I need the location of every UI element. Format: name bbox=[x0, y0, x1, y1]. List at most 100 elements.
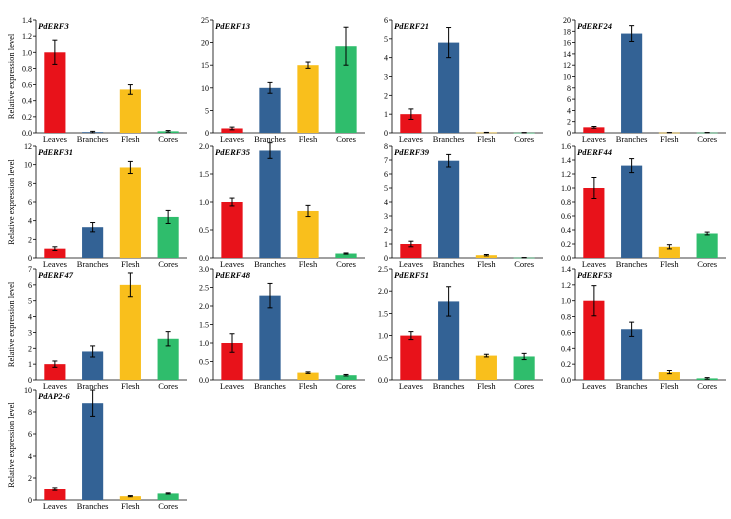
x-tick-label: Flesh bbox=[660, 381, 679, 391]
bar-branches bbox=[621, 33, 643, 134]
y-tick-label: 0.0 bbox=[561, 254, 571, 263]
y-tick-label: 0.0 bbox=[22, 129, 32, 138]
y-tick-label: 1.0 bbox=[22, 48, 32, 57]
y-tick-label: 0.0 bbox=[561, 376, 571, 385]
bar-branches bbox=[621, 165, 643, 258]
x-tick-label: Branches bbox=[616, 134, 648, 144]
panel-title: PdERF21 bbox=[394, 21, 429, 31]
y-tick-label: 0 bbox=[384, 254, 388, 263]
y-axis-label: Relative expression level bbox=[6, 33, 16, 119]
x-tick-label: Leaves bbox=[582, 381, 606, 391]
y-tick-label: 1.4 bbox=[22, 16, 32, 25]
y-tick-label: 6 bbox=[384, 16, 388, 25]
x-tick-label: Branches bbox=[254, 259, 286, 269]
panel-pderf21: 0 1 2 3 4 5 6 Leaves Branches Flesh Cores PdERF21 bbox=[384, 16, 543, 144]
y-tick-label: 15 bbox=[201, 61, 209, 70]
panel-title: PdERF47 bbox=[38, 270, 74, 280]
panel-title: PdERF39 bbox=[394, 147, 430, 157]
y-tick-label: 2.5 bbox=[199, 284, 209, 293]
y-tick-label: 1.5 bbox=[199, 321, 209, 330]
panel-pderf48: 0.0 0.5 1.0 1.5 2.0 2.5 3.0 Leaves Branches Flesh… bbox=[199, 265, 365, 391]
y-tick-label: 1.5 bbox=[378, 309, 388, 318]
bar-flesh bbox=[475, 255, 497, 258]
y-tick-label: 0.6 bbox=[22, 81, 32, 90]
y-tick-label: 18 bbox=[563, 27, 571, 36]
bar-branches bbox=[259, 295, 281, 380]
y-tick-label: 16 bbox=[563, 39, 571, 48]
y-tick-label: 0.8 bbox=[22, 64, 32, 73]
x-tick-label: Cores bbox=[158, 259, 178, 269]
bar-flesh bbox=[119, 89, 141, 133]
x-tick-label: Cores bbox=[336, 134, 356, 144]
x-tick-label: Cores bbox=[514, 259, 534, 269]
panel-title: PdERF24 bbox=[577, 21, 612, 31]
x-tick-label: Leaves bbox=[582, 134, 606, 144]
x-tick-label: Leaves bbox=[582, 259, 606, 269]
x-tick-label: Flesh bbox=[477, 259, 496, 269]
x-tick-label: Flesh bbox=[299, 259, 318, 269]
bar-cores bbox=[696, 233, 718, 258]
y-tick-label: 0.2 bbox=[22, 113, 32, 122]
panel-pderf13: 0 5 10 15 20 25 Leaves Branches Flesh Cores PdERF1… bbox=[201, 16, 365, 144]
x-tick-label: Branches bbox=[77, 501, 109, 511]
panel-pderf44: 0.0 0.2 0.4 0.6 0.8 1.0 1.2 1.4 1.6 Leaves Branche… bbox=[561, 142, 726, 269]
x-tick-label: Cores bbox=[158, 381, 178, 391]
y-tick-label: 2.5 bbox=[378, 265, 388, 274]
y-tick-label: 0.8 bbox=[561, 198, 571, 207]
x-tick-label: Cores bbox=[336, 259, 356, 269]
y-tick-label: 1.2 bbox=[22, 32, 32, 41]
bar-leaves bbox=[221, 202, 243, 258]
y-tick-label: 8 bbox=[28, 408, 32, 417]
x-tick-label: Branches bbox=[433, 381, 465, 391]
y-tick-label: 6 bbox=[384, 170, 388, 179]
panel-title: PdERF48 bbox=[215, 270, 251, 280]
x-tick-label: Leaves bbox=[220, 259, 244, 269]
y-tick-label: 6 bbox=[28, 198, 32, 207]
bar-cores bbox=[157, 493, 179, 500]
panel-pderf35: 0.0 0.5 1.0 1.5 2.0 Leaves Branches Flesh Cores P… bbox=[199, 142, 365, 269]
x-tick-label: Cores bbox=[697, 259, 717, 269]
y-tick-label: 10 bbox=[563, 73, 571, 82]
bar-leaves bbox=[400, 244, 422, 258]
y-tick-label: 1.2 bbox=[561, 170, 571, 179]
y-tick-label: 0 bbox=[384, 129, 388, 138]
y-tick-label: 0.2 bbox=[561, 360, 571, 369]
y-tick-label: 3 bbox=[28, 328, 32, 337]
bar-cores bbox=[157, 216, 179, 258]
y-tick-label: 0 bbox=[567, 129, 571, 138]
y-tick-label: 1.4 bbox=[561, 265, 571, 274]
y-tick-label: 5 bbox=[384, 184, 388, 193]
x-tick-label: Branches bbox=[254, 381, 286, 391]
bar-flesh bbox=[297, 65, 319, 133]
y-tick-label: 25 bbox=[201, 16, 209, 25]
bar-cores bbox=[335, 253, 357, 258]
bar-cores bbox=[335, 375, 357, 380]
y-tick-label: 0.4 bbox=[561, 226, 571, 235]
y-tick-label: 20 bbox=[563, 16, 571, 25]
panel-pderf39: 0 1 2 3 4 5 6 7 8 Leaves Branches Flesh Cores PdERF39 bbox=[384, 142, 543, 269]
y-tick-label: 8 bbox=[384, 142, 388, 151]
x-tick-label: Flesh bbox=[660, 134, 679, 144]
y-tick-label: 0.4 bbox=[22, 97, 32, 106]
bar-flesh bbox=[119, 167, 141, 258]
bar-flesh bbox=[475, 355, 497, 380]
y-tick-label: 2 bbox=[28, 235, 32, 244]
x-tick-label: Branches bbox=[616, 259, 648, 269]
y-tick-label: 0.6 bbox=[561, 328, 571, 337]
y-tick-label: 0.0 bbox=[378, 376, 388, 385]
panel-title: PdERF3 bbox=[38, 21, 69, 31]
panel-pderf24: 0 2 4 6 8 10 12 14 16 18 20 Leaves Branches Flesh Core… bbox=[563, 16, 726, 144]
bar-branches bbox=[82, 403, 104, 500]
y-tick-label: 0.8 bbox=[561, 313, 571, 322]
bar-leaves bbox=[583, 300, 605, 380]
y-tick-label: 0.2 bbox=[561, 240, 571, 249]
y-tick-label: 0.0 bbox=[199, 376, 209, 385]
y-tick-label: 0.5 bbox=[199, 358, 209, 367]
x-tick-label: Leaves bbox=[399, 381, 423, 391]
bar-flesh bbox=[658, 246, 680, 258]
bar-branches bbox=[438, 42, 460, 133]
bar-flesh bbox=[658, 372, 680, 380]
panel-title: PdERF53 bbox=[577, 270, 613, 280]
x-tick-label: Branches bbox=[254, 134, 286, 144]
